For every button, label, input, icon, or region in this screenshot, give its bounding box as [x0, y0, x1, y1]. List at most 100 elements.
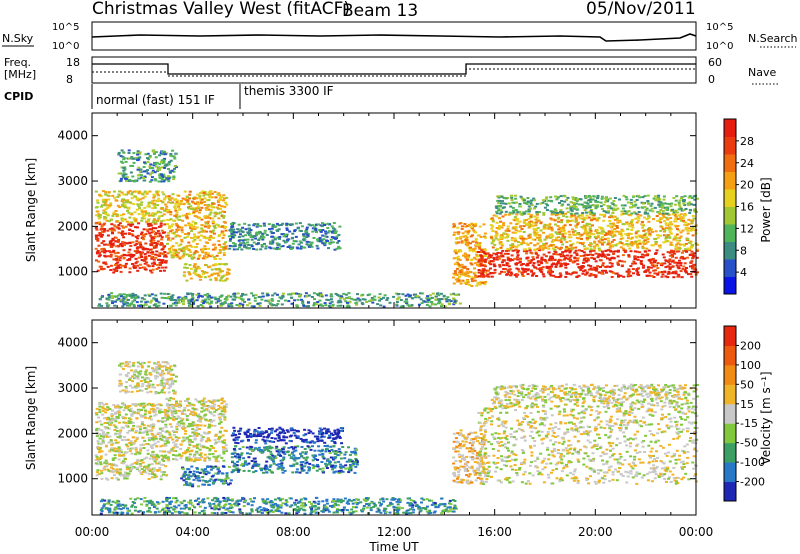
data-cell [150, 418, 153, 421]
data-cell [612, 233, 616, 236]
data-cell [253, 223, 257, 225]
data-cell [563, 224, 567, 227]
data-cell [118, 256, 122, 259]
data-cell [217, 243, 221, 246]
data-cell [596, 234, 600, 237]
data-cell [473, 262, 477, 265]
data-cell [588, 231, 592, 234]
data-cell [541, 266, 545, 269]
data-cell [611, 209, 615, 212]
data-cell [125, 254, 129, 257]
data-cell [491, 220, 495, 223]
data-cell [673, 261, 677, 264]
data-cell [324, 230, 327, 233]
data-cell [237, 223, 241, 226]
data-cell [155, 190, 159, 193]
data-cell [532, 262, 536, 265]
data-cell [469, 242, 472, 245]
data-cell [668, 266, 672, 269]
data-cell [134, 235, 138, 238]
data-cell [594, 237, 598, 240]
data-cell [693, 208, 697, 211]
data-cell [558, 233, 562, 236]
data-cell [162, 471, 166, 474]
data-cell [121, 264, 125, 267]
data-cell [158, 437, 162, 440]
data-cell [467, 256, 471, 259]
data-cell [205, 271, 209, 274]
data-cell [225, 245, 228, 248]
data-cell [103, 204, 107, 207]
data-cell [148, 402, 152, 405]
data-cell [130, 197, 134, 200]
data-cell [557, 220, 561, 223]
data-cell [337, 240, 341, 242]
data-cell [454, 250, 458, 253]
data-cell [646, 194, 650, 197]
data-cell [559, 259, 563, 262]
data-cell [160, 214, 164, 217]
data-cell [527, 208, 531, 211]
data-cell [178, 235, 182, 238]
data-cell [664, 208, 668, 211]
data-cell [559, 211, 562, 213]
data-cell [647, 216, 651, 219]
data-cell [620, 204, 624, 207]
data-cell [210, 231, 214, 234]
data-cell [460, 263, 464, 266]
data-cell [511, 201, 515, 204]
data-cell [136, 269, 140, 272]
data-cell [145, 261, 149, 264]
data-cell [207, 247, 211, 250]
data-cell [122, 293, 126, 296]
data-cell [560, 221, 563, 224]
data-cell [271, 232, 275, 234]
data-cell [153, 442, 157, 445]
data-cell [146, 251, 150, 254]
data-cell [117, 193, 121, 196]
data-cell [683, 268, 687, 271]
data-cell [664, 240, 668, 243]
data-cell [131, 234, 135, 237]
data-cell [617, 274, 620, 277]
data-cell [664, 234, 668, 237]
data-cell [532, 272, 536, 275]
data-cell [601, 252, 605, 255]
data-cell [523, 222, 527, 225]
data-cell [217, 297, 220, 300]
data-cell [143, 175, 147, 178]
data-cell [606, 240, 610, 242]
data-cell [513, 257, 517, 260]
data-cell [122, 236, 126, 239]
data-cell [560, 230, 564, 233]
data-cell [518, 261, 522, 263]
data-cell [500, 261, 504, 264]
data-cell [138, 251, 142, 253]
data-cell [664, 227, 668, 229]
data-cell [112, 424, 116, 427]
data-cell [616, 207, 620, 210]
data-cell [586, 232, 590, 235]
data-cell [536, 254, 540, 257]
data-cell [567, 272, 571, 275]
data-cell [523, 202, 527, 205]
data-cell [145, 433, 149, 436]
data-cell [162, 457, 166, 460]
data-cell [162, 302, 166, 305]
data-cell [507, 202, 511, 205]
data-cell [291, 237, 294, 240]
data-cell [153, 213, 157, 216]
data-cell [460, 227, 464, 230]
data-cell [497, 257, 501, 260]
data-cell [674, 225, 678, 228]
data-cell [96, 440, 100, 443]
data-cell [206, 296, 210, 299]
data-cell [170, 169, 174, 172]
data-cell [271, 239, 275, 242]
data-cell [579, 198, 583, 201]
data-cell [576, 223, 580, 226]
data-cell [257, 302, 260, 305]
data-cell [589, 253, 593, 256]
data-cell [613, 215, 617, 218]
data-cell [453, 300, 457, 303]
